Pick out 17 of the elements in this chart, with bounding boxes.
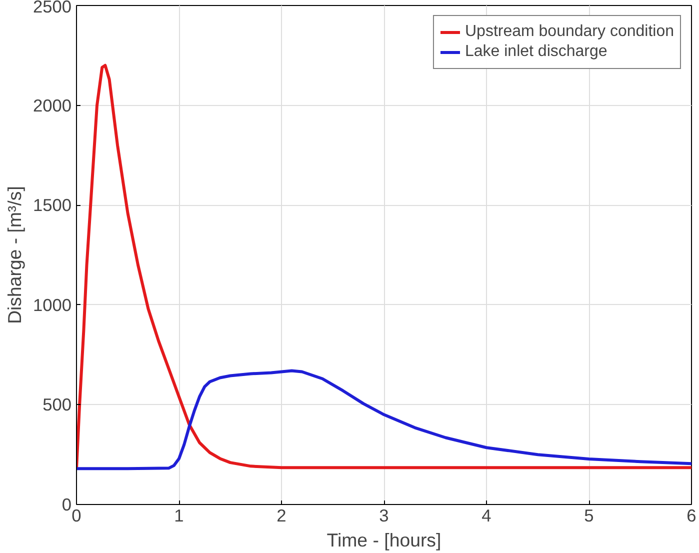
y-tick-label: 2500 — [32, 0, 72, 16]
line-series — [76, 369, 692, 470]
x-tick-label: 4 — [482, 506, 492, 526]
y-tick-label: 1000 — [32, 294, 72, 315]
y-tick-label: 1500 — [32, 195, 72, 216]
line-series — [76, 64, 692, 470]
x-tick-label: 6 — [686, 506, 696, 526]
x-tick-label: 2 — [276, 506, 286, 526]
y-tick-label: 2000 — [32, 95, 72, 116]
x-axis-title: Time - [hours] — [326, 530, 442, 550]
x-tick-label: 3 — [379, 506, 389, 526]
legend-label: Upstream boundary condition — [464, 23, 674, 41]
x-tick-label: 5 — [584, 506, 594, 526]
y-axis-title: Disharge - [m³/s] — [4, 186, 25, 324]
legend-label: Lake inlet discharge — [464, 43, 608, 61]
x-tick-label: 1 — [174, 506, 184, 526]
y-tick-label: 500 — [42, 394, 72, 415]
